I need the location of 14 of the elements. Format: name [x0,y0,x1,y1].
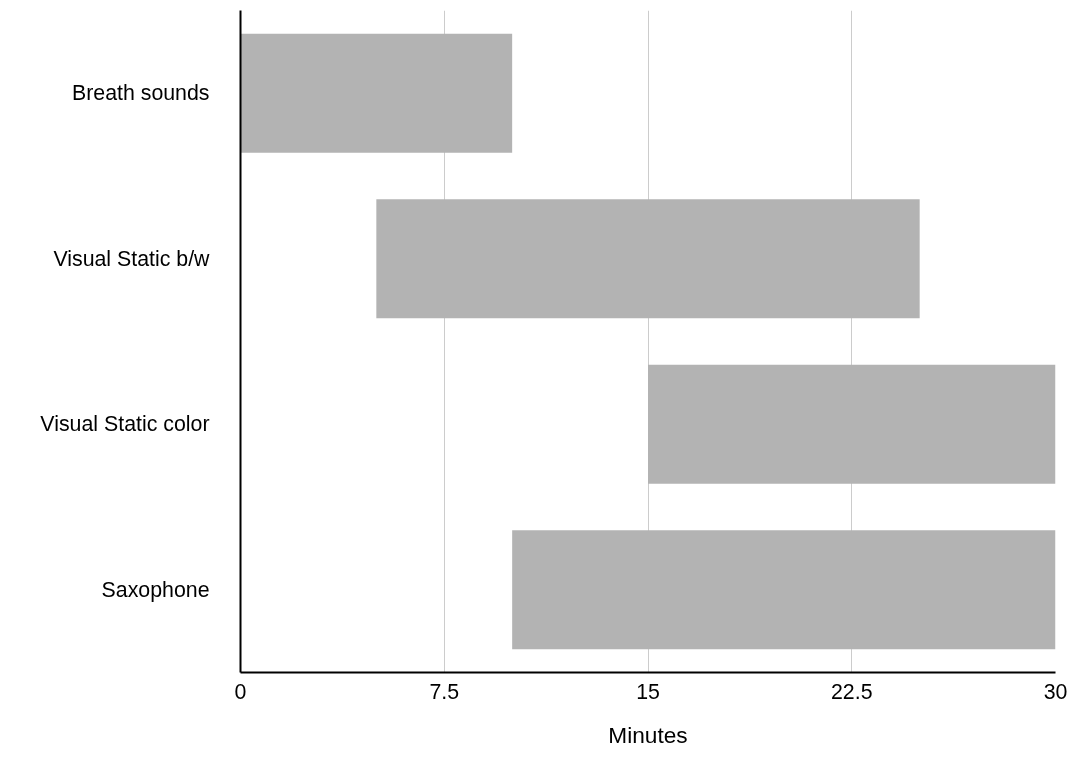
y-tick-label: Visual Static color [40,412,210,437]
x-tick-label: 0 [234,679,247,704]
bar [512,530,1056,650]
bar [376,199,920,319]
x-tick-label: 30 [1043,679,1068,704]
x-axis-title: Minutes [608,721,688,748]
x-tick-label: 7.5 [429,679,460,704]
x-tick-label: 22.5 [830,679,873,704]
bar [240,33,513,153]
x-tick-label: 15 [636,679,660,704]
y-tick-label: Saxophone [101,577,210,602]
y-tick-label: Breath sounds [71,81,210,106]
bar [648,364,1056,484]
y-tick-label: Visual Static b/w [53,246,211,271]
